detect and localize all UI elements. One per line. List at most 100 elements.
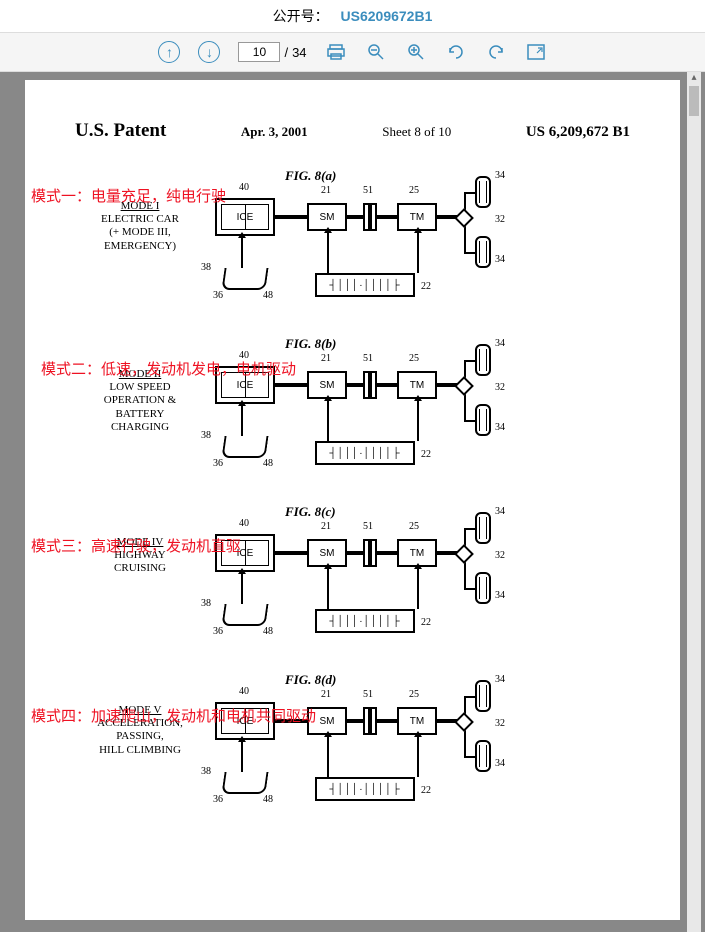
ref-num: 32 <box>495 382 505 393</box>
wheel <box>475 740 491 772</box>
ref-num: 22 <box>421 449 431 460</box>
figure-label: FIG. 8(b) <box>285 336 336 352</box>
scroll-up-arrow[interactable]: ▴ <box>689 72 699 84</box>
zoom-in-button[interactable] <box>405 41 427 63</box>
ref-num: 25 <box>409 689 419 700</box>
ref-num: 36 <box>213 458 223 469</box>
ref-num: 48 <box>263 626 273 637</box>
annotation-text: 模式一：电量充足，纯电行驶 <box>31 185 226 206</box>
patent-page: U.S. Patent Apr. 3, 2001 Sheet 8 of 10 U… <box>25 80 680 920</box>
print-button[interactable] <box>325 41 347 63</box>
clutch-box <box>365 541 375 565</box>
ref-num: 38 <box>201 430 211 441</box>
mode-label: MODE IELECTRIC CAR(+ MODE III,EMERGENCY) <box>95 200 185 253</box>
axle <box>464 252 475 254</box>
fuel-tank <box>221 268 268 290</box>
ref-num: 34 <box>495 590 505 601</box>
patent-date: Apr. 3, 2001 <box>241 124 308 140</box>
ref-num: 21 <box>321 521 331 532</box>
axle <box>464 588 475 590</box>
ref-num: 40 <box>239 182 249 193</box>
ref-num: 32 <box>495 214 505 225</box>
page-up-button[interactable]: ↑ <box>158 41 180 63</box>
wheel <box>475 512 491 544</box>
zoom-out-button[interactable] <box>365 41 387 63</box>
battery-box: ┤│││·││││├ <box>315 777 415 801</box>
ref-num: 25 <box>409 521 419 532</box>
shaft <box>437 719 457 723</box>
shaft <box>275 215 307 219</box>
differential <box>454 544 474 564</box>
ref-num: 51 <box>363 521 373 532</box>
shaft <box>375 551 397 555</box>
axle <box>464 528 466 544</box>
ref-num: 22 <box>421 785 431 796</box>
connector <box>417 735 419 777</box>
axle <box>464 404 466 420</box>
connector <box>417 567 419 609</box>
header-patent-number[interactable]: US6209672B1 <box>341 8 433 24</box>
connector <box>417 231 419 273</box>
connector <box>327 399 329 441</box>
patent-page-header: U.S. Patent Apr. 3, 2001 Sheet 8 of 10 U… <box>45 120 660 150</box>
differential <box>454 712 474 732</box>
ref-num: 34 <box>495 254 505 265</box>
page-input[interactable] <box>238 42 280 62</box>
clutch-box <box>365 709 375 733</box>
document-area: U.S. Patent Apr. 3, 2001 Sheet 8 of 10 U… <box>0 72 705 932</box>
ref-num: 51 <box>363 185 373 196</box>
connector <box>241 572 243 604</box>
fullscreen-button[interactable] <box>525 41 547 63</box>
clutch-box <box>365 205 375 229</box>
patent-number-header: US 6,209,672 B1 <box>526 124 630 141</box>
ref-num: 38 <box>201 598 211 609</box>
battery-box: ┤│││·││││├ <box>315 273 415 297</box>
page-down-button[interactable]: ↓ <box>198 41 220 63</box>
ref-num: 22 <box>421 281 431 292</box>
ref-num: 32 <box>495 718 505 729</box>
shaft <box>437 383 457 387</box>
ref-num: 34 <box>495 170 505 181</box>
wheel <box>475 572 491 604</box>
connector <box>241 740 243 772</box>
ref-num: 51 <box>363 689 373 700</box>
figure-block: FIG. 8(d)MODE VACCELERATION,PASSING,HILL… <box>45 662 660 822</box>
annotation-text: 模式四：加速爬山，发动机和电机共同驱动 <box>31 705 316 726</box>
shaft <box>375 719 397 723</box>
ref-num: 48 <box>263 290 273 301</box>
rotate-right-button[interactable] <box>485 41 507 63</box>
ref-num: 21 <box>321 689 331 700</box>
figure-label: FIG. 8(c) <box>285 504 336 520</box>
ref-num: 34 <box>495 674 505 685</box>
ref-num: 40 <box>239 686 249 697</box>
ref-num: 21 <box>321 353 331 364</box>
ref-num: 25 <box>409 185 419 196</box>
scroll-thumb[interactable] <box>689 86 699 116</box>
connector <box>241 404 243 436</box>
ref-num: 48 <box>263 794 273 805</box>
ref-num: 40 <box>239 518 249 529</box>
ref-num: 34 <box>495 338 505 349</box>
axle <box>464 192 466 208</box>
fuel-tank <box>221 604 268 626</box>
figure-block: FIG. 8(a)MODE IELECTRIC CAR(+ MODE III,E… <box>45 158 660 318</box>
ref-num: 21 <box>321 185 331 196</box>
rotate-left-button[interactable] <box>445 41 467 63</box>
ref-num: 38 <box>201 262 211 273</box>
ref-num: 32 <box>495 550 505 561</box>
annotation-text: 模式二：低速，发动机发电，电机驱动 <box>41 358 296 379</box>
shaft <box>437 551 457 555</box>
shaft <box>375 383 397 387</box>
ref-num: 38 <box>201 766 211 777</box>
viewer-header: 公开号： US6209672B1 <box>0 0 705 33</box>
ref-num: 36 <box>213 626 223 637</box>
vertical-scrollbar[interactable]: ▴ <box>687 72 701 932</box>
ref-num: 36 <box>213 794 223 805</box>
ref-num: 51 <box>363 353 373 364</box>
axle <box>464 740 466 756</box>
shaft <box>437 215 457 219</box>
connector <box>327 735 329 777</box>
wheel <box>475 176 491 208</box>
fuel-tank <box>221 772 268 794</box>
fuel-tank <box>221 436 268 458</box>
